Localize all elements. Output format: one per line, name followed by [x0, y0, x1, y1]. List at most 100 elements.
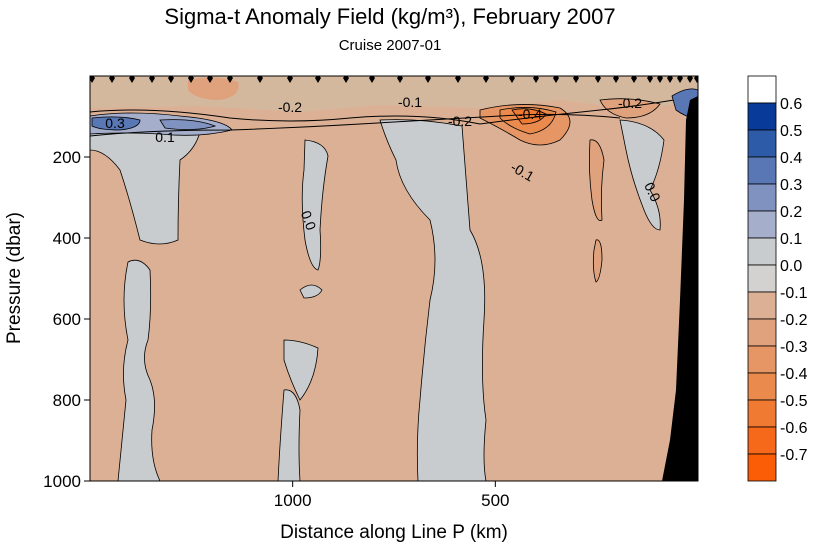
station-marker	[109, 76, 115, 83]
station-markers	[90, 76, 698, 83]
station-marker	[613, 76, 619, 83]
y-tick-label: 400	[53, 229, 81, 248]
colorbar-label: -0.1	[780, 285, 808, 302]
colorbar-swatch	[747, 102, 777, 131]
colorbar-swatch	[747, 345, 777, 374]
station-marker	[657, 76, 663, 83]
colorbar-swatch	[747, 75, 777, 104]
y-tick-label: 600	[53, 310, 81, 329]
station-marker	[129, 76, 135, 83]
right-orange-strip	[588, 139, 605, 221]
colorbar-swatch	[747, 210, 777, 239]
station-marker	[397, 76, 403, 83]
blue-core-secondary	[159, 119, 217, 130]
colorbar-label: -0.5	[780, 393, 808, 410]
station-marker	[687, 76, 693, 83]
contour-label: -0.2	[278, 99, 302, 115]
small-positive-blob	[299, 284, 323, 299]
colorbar-swatch	[747, 426, 777, 455]
station-marker	[369, 76, 375, 83]
contour-line-upper	[90, 95, 698, 125]
station-marker	[227, 76, 233, 83]
colorbar-swatch	[747, 372, 777, 401]
station-marker	[207, 76, 213, 83]
y-axis-title: Pressure (dbar)	[4, 212, 25, 344]
colorbar-label: -0.2	[780, 312, 808, 329]
station-marker	[188, 76, 194, 83]
lower-middle-blob	[283, 339, 319, 401]
station-marker	[533, 76, 539, 83]
station-marker	[90, 76, 95, 83]
colorbar-swatch	[747, 291, 777, 320]
contour-label: -0.2	[618, 95, 642, 111]
station-marker	[667, 76, 673, 83]
station-marker	[509, 76, 515, 83]
x-axis-title: Distance along Line P (km)	[280, 522, 508, 543]
station-marker	[287, 76, 293, 83]
colorbar-swatch	[747, 399, 777, 428]
station-marker	[595, 76, 601, 83]
contour-label: -0.2	[448, 113, 472, 129]
plot-area	[90, 76, 698, 481]
middle-thin-column	[301, 139, 329, 271]
x-tick-label: 500	[481, 491, 509, 510]
contour-label: 0.1	[155, 129, 175, 145]
y-tick-label: 800	[53, 391, 81, 410]
x-axis: 1000 500	[274, 481, 510, 510]
chart-subtitle: Cruise 2007-01	[338, 37, 442, 54]
station-marker	[647, 76, 653, 83]
y-tick-label: 1000	[43, 472, 81, 491]
contour-label: 0.0	[298, 208, 320, 232]
station-marker	[425, 76, 431, 83]
colorbar-label: 0.0	[780, 258, 802, 275]
colorbar-swatch	[747, 453, 777, 482]
station-marker	[553, 76, 559, 83]
contour-label: -0.4	[518, 106, 542, 122]
plot-frame	[89, 75, 699, 482]
colorbar-label: 0.1	[780, 231, 802, 248]
surface-orange-patch	[188, 77, 239, 100]
colorbar-label: -0.4	[780, 366, 808, 383]
colorbar-label: 0.5	[780, 123, 802, 140]
colorbar-swatch	[747, 318, 777, 347]
colorbar-label: -0.3	[780, 339, 808, 356]
chart-title: Sigma-t Anomaly Field (kg/m³), February …	[164, 4, 616, 29]
colorbar-label: 0.3	[780, 177, 802, 194]
land-mask	[662, 76, 698, 481]
contour-label: -0.1	[398, 94, 422, 110]
contour-labels: 0.30.1-0.2 -0.1-0.2 -0.4-0.1-0.20.00.0	[105, 94, 664, 232]
station-marker	[631, 76, 637, 83]
station-marker	[573, 76, 579, 83]
colorbar-swatch	[747, 129, 777, 158]
y-tick-label: 200	[53, 148, 81, 167]
lower-left-column	[117, 259, 161, 481]
station-marker	[677, 76, 683, 83]
station-marker	[315, 76, 321, 83]
colorbar-swatch	[747, 237, 777, 266]
colorbar-swatch	[747, 183, 777, 212]
colorbar-swatch	[747, 264, 777, 293]
colorbar-label: -0.7	[780, 447, 808, 464]
station-marker	[343, 76, 349, 83]
station-marker	[483, 76, 489, 83]
station-marker	[455, 76, 461, 83]
colorbar-label: 0.6	[780, 96, 802, 113]
right-positive-strip	[619, 119, 665, 231]
colorbar-label: -0.6	[780, 420, 808, 437]
colorbar-label: 0.4	[780, 150, 802, 167]
station-marker	[168, 76, 174, 83]
contour-label: 0.3	[105, 115, 125, 131]
station-marker	[257, 76, 263, 83]
colorbar-label: 0.2	[780, 204, 802, 221]
colorbar: 0.6 0.5 0.4 0.3 0.2 0.1 0.0 -0.1 -0.2 -0.3 -0.4 -0.…	[747, 75, 808, 482]
y-axis: 200 400 600 800 1000	[43, 148, 90, 491]
blue-core-inner	[91, 116, 141, 131]
x-tick-label: 1000	[274, 491, 312, 510]
surface-layer-region	[90, 76, 698, 112]
right-surface-orange	[599, 98, 661, 119]
station-marker	[149, 76, 155, 83]
colorbar-swatch	[747, 156, 777, 185]
station-marker	[694, 76, 698, 83]
lower-middle-column	[277, 389, 301, 481]
